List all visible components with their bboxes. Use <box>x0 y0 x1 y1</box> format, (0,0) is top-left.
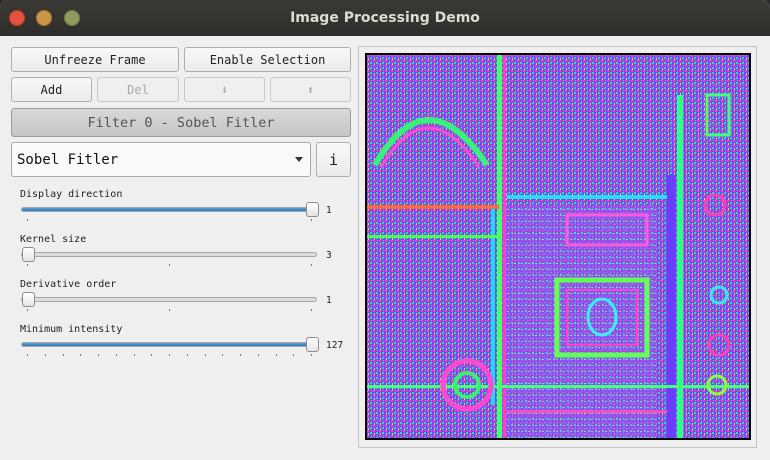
slider-tick <box>98 354 99 356</box>
slider-tick <box>27 309 28 311</box>
slider-value-minimum-intensity: 127 <box>326 340 344 351</box>
slider-handle[interactable] <box>22 292 35 307</box>
filter-type-selected: Sobel Fitler <box>17 152 119 168</box>
slider-tick <box>27 354 28 356</box>
slider-fill <box>22 343 312 346</box>
slider-tick <box>240 354 241 356</box>
filter-type-select[interactable]: Sobel Fitler <box>11 142 311 177</box>
slider-label-display-direction: Display direction <box>20 189 123 200</box>
slider-fill <box>22 208 312 211</box>
slider-tick <box>204 354 206 356</box>
slider-tick <box>80 354 82 356</box>
slider-tick <box>222 354 224 356</box>
slider-label-derivative-order: Derivative order <box>20 279 117 290</box>
slider-tick <box>257 354 259 356</box>
slider-tick <box>169 264 170 266</box>
slider-label-minimum-intensity: Minimum intensity <box>20 324 123 335</box>
slider-minimum-intensity[interactable] <box>21 337 319 352</box>
slider-kernel-size[interactable] <box>21 247 317 262</box>
slider-tick <box>311 264 312 266</box>
move-filter-up-button[interactable]: ⬆ <box>270 77 351 102</box>
slider-value-derivative-order: 1 <box>326 295 332 306</box>
maximize-window-button[interactable] <box>64 10 80 26</box>
slider-tick <box>275 354 277 356</box>
slider-tick <box>169 309 170 311</box>
slider-tick <box>27 264 28 266</box>
minimize-window-button[interactable] <box>36 10 52 26</box>
window-title: Image Processing Demo <box>290 10 480 26</box>
filter-info-button[interactable]: i <box>316 142 351 177</box>
slider-display-direction[interactable] <box>21 202 319 217</box>
sobel-output-image[interactable] <box>365 53 751 440</box>
slider-tick <box>27 219 28 221</box>
add-filter-button[interactable]: Add <box>11 77 92 102</box>
slider-tick <box>62 354 64 356</box>
delete-filter-button[interactable]: Del <box>97 77 179 102</box>
slider-tick <box>311 354 312 356</box>
enable-selection-button[interactable]: Enable Selection <box>184 47 351 72</box>
slider-tick <box>169 354 170 356</box>
slider-handle[interactable] <box>306 337 319 352</box>
slider-tick <box>311 219 312 221</box>
slider-tick <box>133 354 135 356</box>
close-window-button[interactable] <box>9 10 25 26</box>
filter-header-button[interactable]: Filter 0 - Sobel Fitler <box>11 108 351 137</box>
slider-tick <box>311 309 312 311</box>
slider-value-kernel-size: 3 <box>326 250 332 261</box>
slider-tick <box>186 354 188 356</box>
slider-derivative-order[interactable] <box>21 292 317 307</box>
slider-handle[interactable] <box>22 247 35 262</box>
chevron-down-icon <box>295 157 303 162</box>
title-bar[interactable]: Image Processing Demo <box>0 0 770 36</box>
image-view-frame <box>358 46 757 448</box>
unfreeze-frame-button[interactable]: Unfreeze Frame <box>11 47 179 72</box>
move-filter-down-button[interactable]: ⬇ <box>184 77 265 102</box>
slider-tick <box>151 354 153 356</box>
slider-tick <box>293 354 295 356</box>
image-pattern <box>367 55 749 438</box>
slider-label-kernel-size: Kernel size <box>20 234 87 245</box>
slider-handle[interactable] <box>306 202 319 217</box>
slider-tick <box>115 354 117 356</box>
slider-value-display-direction: 1 <box>326 205 332 216</box>
slider-tick <box>44 354 46 356</box>
